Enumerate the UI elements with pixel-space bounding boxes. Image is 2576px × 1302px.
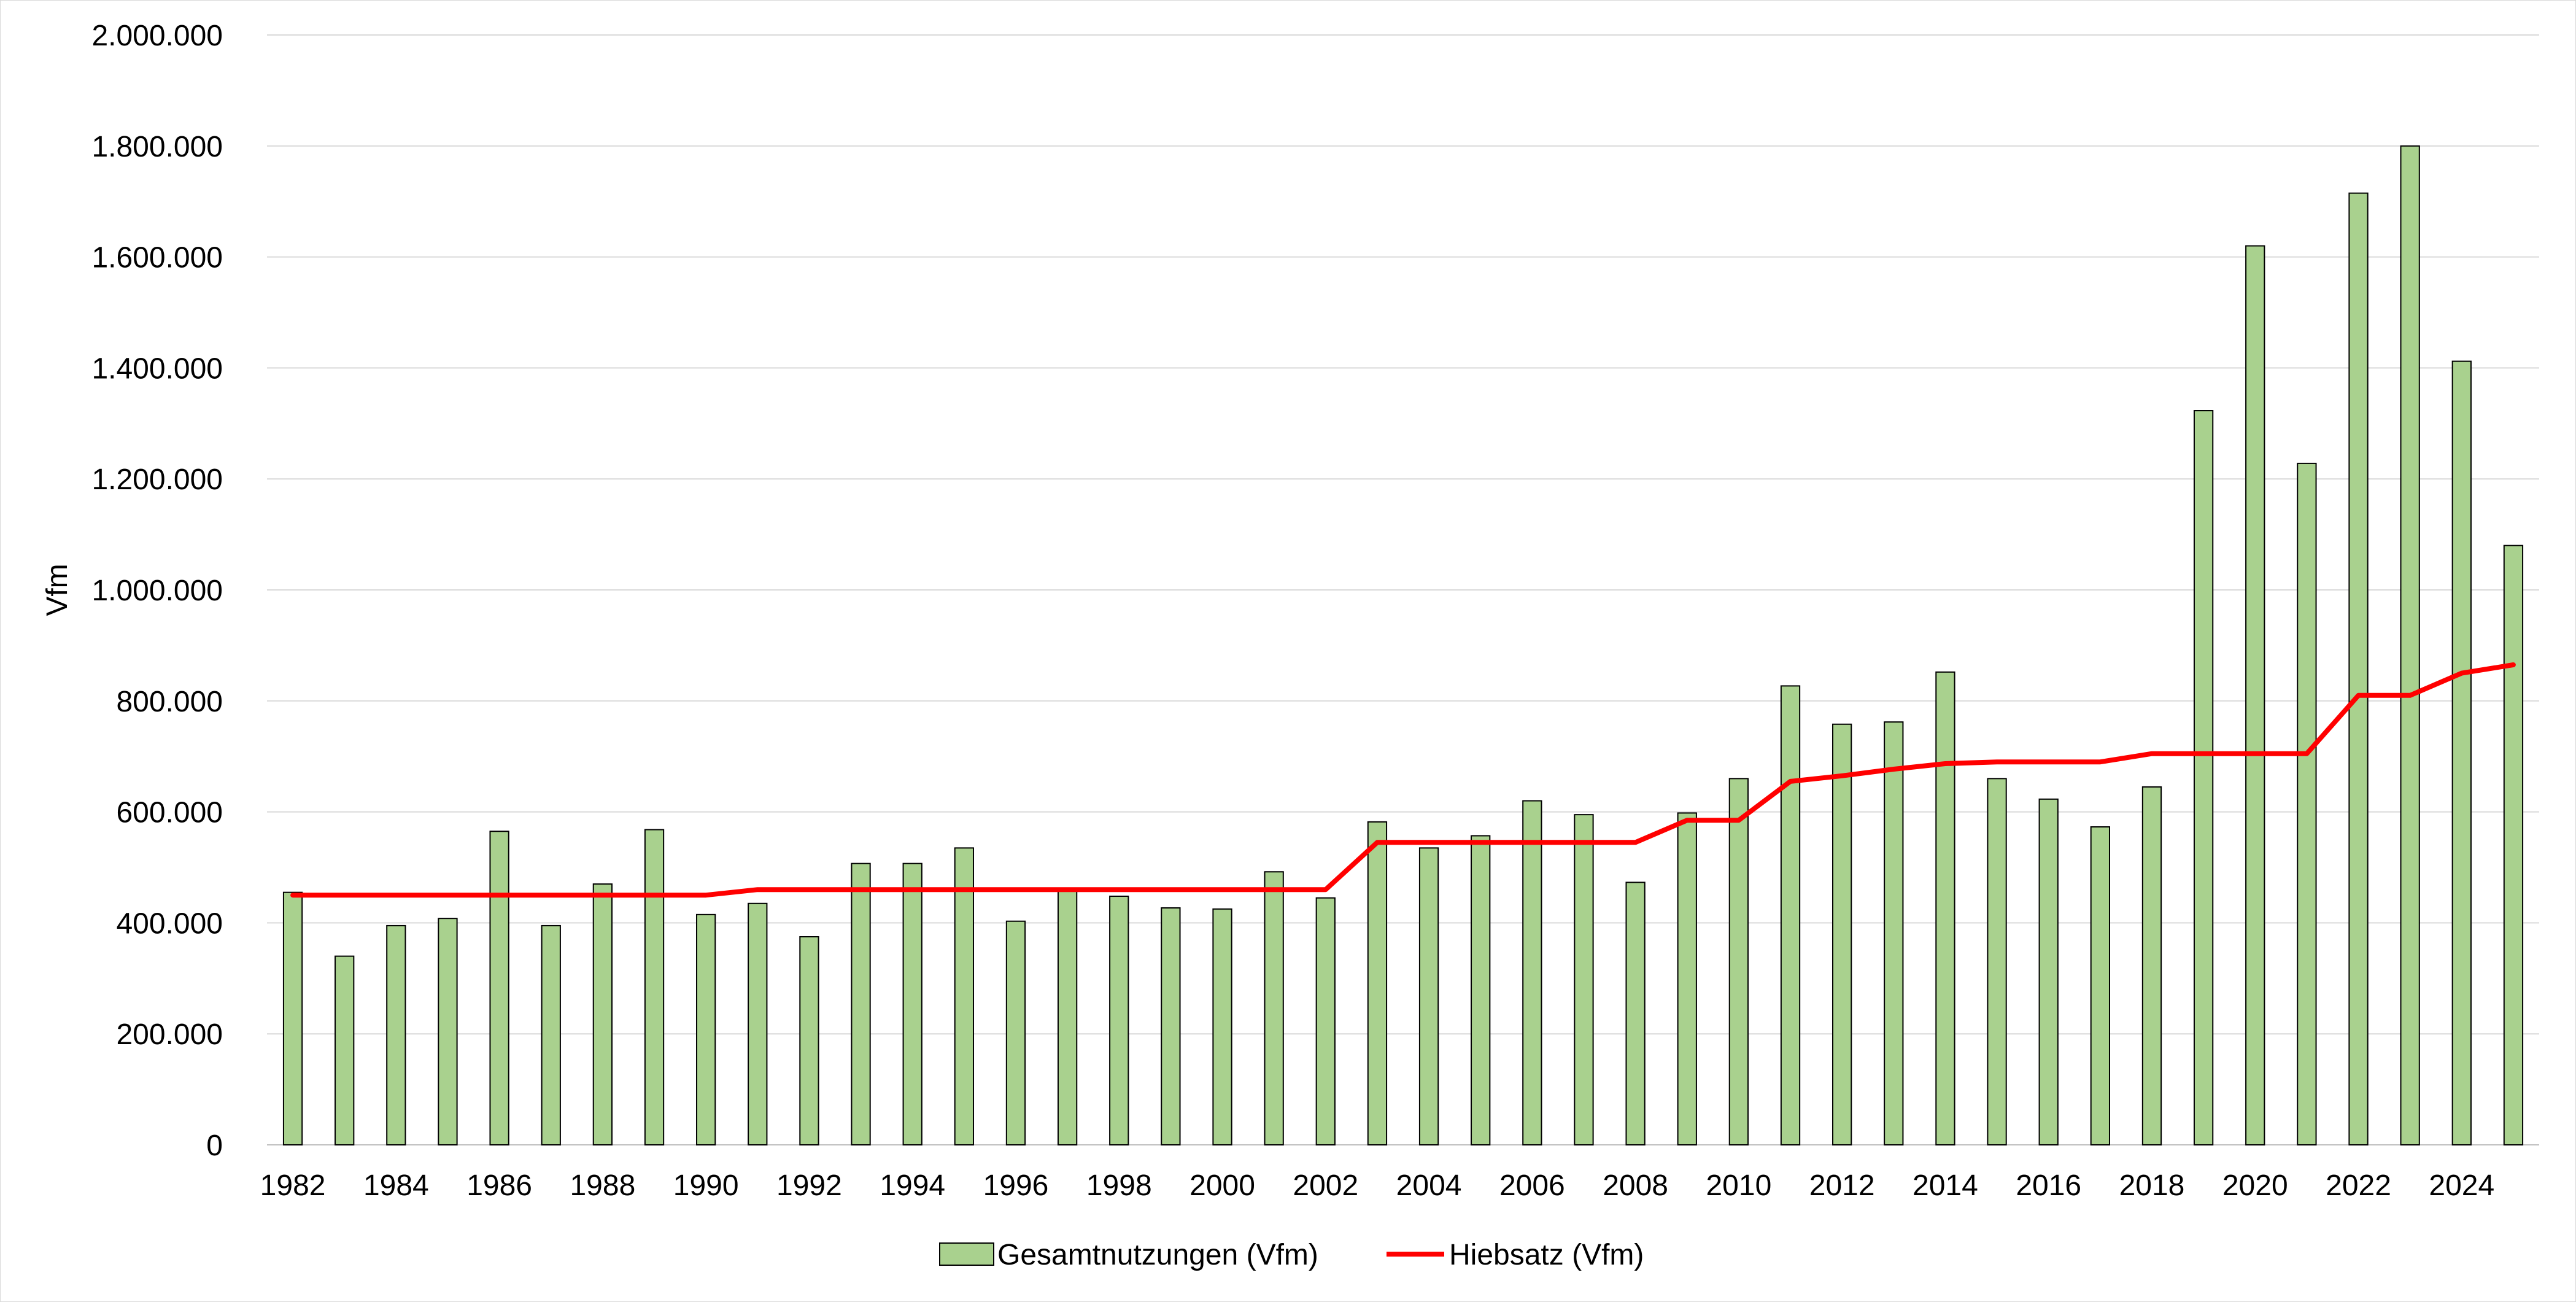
x-tick-label: 2002 [1293,1169,1358,1202]
x-tick-label: 1998 [1086,1169,1152,1202]
y-tick-label: 400.000 [116,907,223,940]
bar-1984 [386,924,406,1146]
y-tick-label: 1.000.000 [91,575,223,607]
y-tick-label: 1.200.000 [91,463,223,496]
bar-1995 [954,847,974,1145]
bar-1992 [799,936,819,1145]
x-tick-label: 1996 [983,1169,1049,1202]
x-tick-label: 2020 [2222,1169,2288,1202]
y-tick-label: 600.000 [116,797,223,829]
bar-1983 [335,955,355,1145]
bar-1996 [1005,920,1026,1145]
bar-2018 [2141,786,2162,1146]
bar-series [282,145,2524,1146]
bar-2006 [1522,800,1542,1145]
bar-2025 [2503,544,2524,1145]
x-tick-label: 1994 [880,1169,945,1202]
y-tick-label: 200.000 [116,1018,223,1051]
x-tick-label: 2010 [1706,1169,1771,1202]
y-axis-tick-labels: 0 200.000 400.000 600.000 800.000 1.000.000 1.… [91,20,223,1162]
x-tick-label: 1982 [260,1169,326,1202]
bar-1982 [282,891,303,1146]
bar-2014 [1935,671,1955,1145]
x-tick-label: 2016 [2016,1169,2081,1202]
x-tick-label: 2006 [1499,1169,1565,1202]
legend: Gesamtnutzungen (Vfm) Hiebsatz (Vfm) [939,1239,1644,1271]
bar-2012 [1832,723,1852,1145]
bar-1990 [696,913,716,1145]
bar-1985 [438,918,458,1145]
bar-1994 [902,862,922,1145]
x-tick-label: 2014 [1913,1169,1978,1202]
bar-2003 [1367,821,1388,1145]
x-tick-label: 1984 [363,1169,429,1202]
x-tick-label: 2022 [2326,1169,2391,1202]
bar-1998 [1109,896,1129,1146]
x-tick-label: 2008 [1603,1169,1668,1202]
bar-1991 [748,902,768,1145]
y-tick-label: 800.000 [116,686,223,718]
bar-2020 [2245,245,2265,1145]
x-tick-label: 2012 [1809,1169,1875,1202]
bar-1987 [541,924,561,1146]
bar-2021 [2297,462,2317,1146]
y-tick-label: 1.600.000 [91,242,223,274]
x-tick-label: 1990 [673,1169,739,1202]
bar-2023 [2400,145,2420,1145]
x-tick-label: 2024 [2429,1169,2494,1202]
hiebsatz-line [290,662,2516,898]
legend-label-bar: Gesamtnutzungen (Vfm) [997,1239,1318,1271]
y-axis-title: Vfm [41,564,74,616]
bar-2010 [1728,778,1749,1145]
bar-2016 [2038,798,2059,1145]
bar-2019 [2193,410,2214,1145]
y-tick-label: 0 [206,1130,223,1162]
x-axis-tick-labels: 1982 1984 1986 1988 1990 1992 1994 1996 1998 2000… [260,1169,2495,1202]
bar-1986 [489,831,509,1145]
bar-2011 [1780,685,1801,1145]
bar-1989 [644,829,665,1145]
y-tick-label: 1.400.000 [91,352,223,385]
bar-2005 [1471,835,1491,1146]
bar-2007 [1574,814,1594,1145]
x-tick-label: 2004 [1396,1169,1462,1202]
x-tick-label: 2018 [2119,1169,2185,1202]
bar-1999 [1161,907,1181,1145]
bar-2002 [1315,897,1336,1145]
x-tick-label: 2000 [1189,1169,1255,1202]
y-tick-label: 1.800.000 [91,131,223,163]
x-tick-label: 1992 [776,1169,842,1202]
bar-1997 [1057,890,1078,1145]
x-tick-label: 1988 [570,1169,635,1202]
bar-2004 [1418,847,1439,1145]
legend-swatch-bar [939,1242,994,1266]
bar-2008 [1625,882,1646,1145]
bar-1988 [592,883,613,1145]
bar-2001 [1264,871,1284,1146]
bar-2013 [1884,721,1904,1145]
bar-2022 [2348,192,2369,1145]
bar-2009 [1677,812,1697,1145]
bar-2017 [2090,826,2110,1146]
bar-2024 [2451,360,2472,1145]
bar-1993 [851,862,871,1145]
x-tick-label: 1986 [466,1169,532,1202]
line-series [290,662,2516,898]
bar-2015 [1987,778,2007,1145]
y-tick-label: 2.000.000 [91,20,223,52]
bar-2000 [1212,908,1232,1146]
legend-label-line: Hiebsatz (Vfm) [1449,1239,1644,1271]
